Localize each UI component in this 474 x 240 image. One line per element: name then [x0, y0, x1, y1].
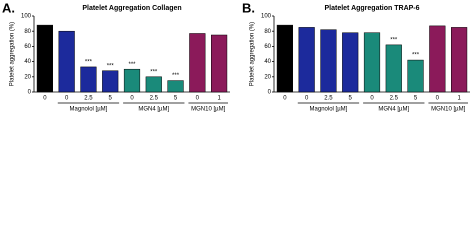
y-axis-label: Platelet aggregation (%): [10, 22, 16, 86]
bar: [363, 32, 381, 93]
x-tick-label: 0: [436, 96, 440, 102]
significance-label: ***: [390, 37, 398, 43]
bar: [36, 24, 53, 93]
significance-label: ***: [85, 59, 93, 65]
significance-label: ***: [412, 53, 420, 59]
bar: [58, 30, 75, 93]
bar: [342, 32, 359, 93]
x-tick-label: 0: [370, 96, 374, 102]
bar: [298, 27, 315, 93]
x-tick-label: 1: [457, 96, 461, 102]
group-label: MGN10 [µM]: [431, 107, 465, 113]
group-label: MGN4 [µM]: [378, 107, 409, 113]
bar: [429, 25, 446, 93]
x-tick-label: 0: [65, 96, 69, 102]
panel-label: B.: [242, 0, 255, 15]
bar: [320, 29, 337, 93]
significance-label: ***: [172, 73, 180, 79]
bar: [276, 24, 293, 93]
x-tick-label: 2.5: [84, 96, 93, 102]
x-tick-label: 5: [414, 96, 418, 102]
y-tick-label: 20: [24, 74, 31, 80]
panel-label: A.: [2, 0, 15, 15]
y-tick-label: 100: [261, 14, 272, 20]
bar: [80, 66, 97, 93]
group-label: MGN4 [µM]: [138, 107, 169, 113]
y-tick-label: 80: [24, 29, 31, 35]
x-tick-label: 0: [130, 96, 134, 102]
significance-label: ***: [150, 69, 158, 75]
x-tick-label: 2.5: [390, 96, 399, 102]
y-tick-label: 80: [264, 29, 271, 35]
x-tick-label: 0: [305, 96, 309, 102]
significance-label: ***: [128, 62, 136, 68]
y-tick-label: 0: [268, 90, 272, 96]
group-label: MGN10 [µM]: [191, 107, 225, 113]
chart-title: Platelet Aggregation TRAP-6: [324, 5, 419, 12]
x-tick-label: 2.5: [324, 96, 333, 102]
group-label: Magnolol [µM]: [70, 107, 108, 113]
y-tick-label: 0: [28, 90, 32, 96]
bar: [123, 68, 141, 93]
bar: [407, 59, 424, 93]
x-tick-label: 0: [196, 96, 200, 102]
bar: [189, 33, 206, 93]
x-tick-label: 5: [109, 96, 113, 102]
y-tick-label: 40: [264, 59, 271, 65]
bar: [102, 70, 119, 93]
chart-title: Platelet Aggregation Collagen: [82, 5, 181, 12]
x-tick-label: 2.5: [150, 96, 159, 102]
x-tick-label: 1: [217, 96, 221, 102]
x-tick-label: 5: [174, 96, 178, 102]
y-tick-label: 60: [24, 44, 31, 50]
x-tick-label: 5: [349, 96, 353, 102]
x-tick-label: 0: [283, 96, 287, 102]
bar: [451, 27, 468, 93]
bar: [145, 76, 162, 93]
y-tick-label: 20: [264, 74, 271, 80]
y-tick-label: 60: [264, 44, 271, 50]
y-tick-label: 40: [24, 59, 31, 65]
group-label: Magnolol [µM]: [310, 107, 348, 113]
significance-label: ***: [107, 63, 115, 69]
x-tick-label: 0: [43, 96, 47, 102]
figure: A. Platelet Aggregation Collagen Platelet …: [2, 0, 470, 113]
y-tick-label: 100: [21, 14, 32, 20]
y-axis-label: Platelet aggregation (%): [250, 22, 256, 86]
bar: [167, 80, 184, 93]
bar: [385, 44, 402, 93]
bar: [211, 34, 228, 93]
